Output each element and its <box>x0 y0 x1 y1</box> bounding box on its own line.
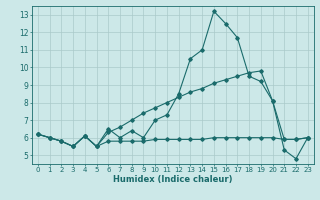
X-axis label: Humidex (Indice chaleur): Humidex (Indice chaleur) <box>113 175 233 184</box>
